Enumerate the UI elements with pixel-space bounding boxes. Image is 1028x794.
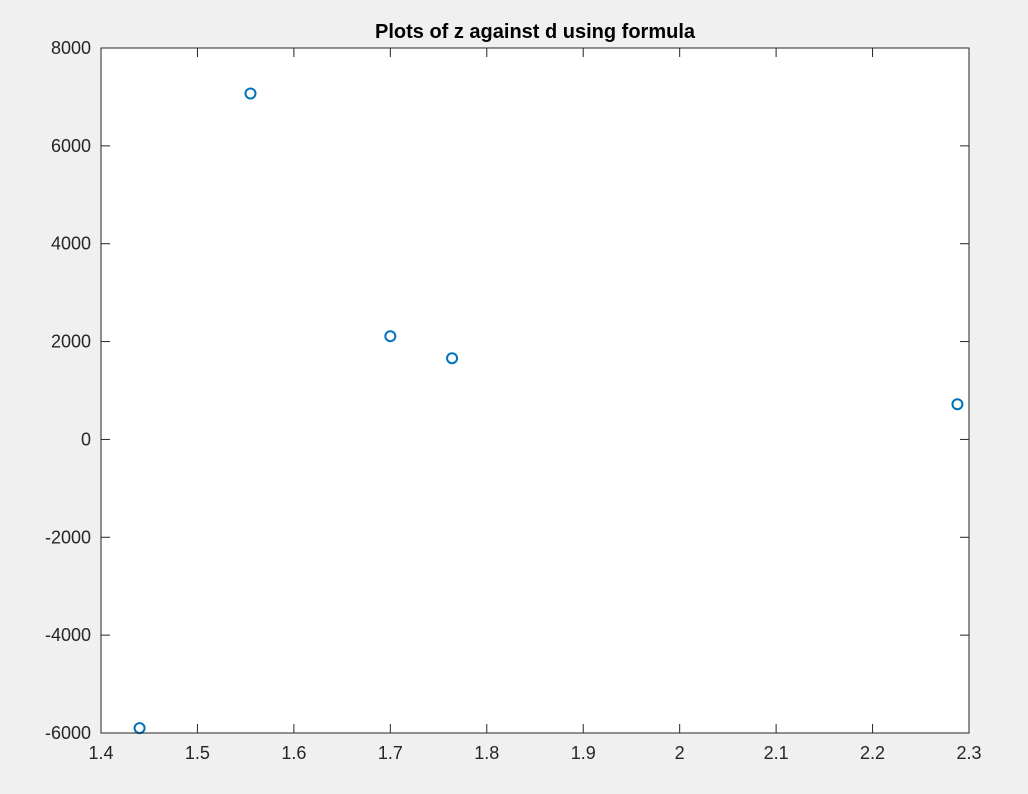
- plot-area: [101, 48, 969, 733]
- x-tick-label: 2.1: [764, 743, 789, 763]
- x-tick-label: 2.3: [956, 743, 981, 763]
- x-tick-label: 1.6: [281, 743, 306, 763]
- data-point: [951, 398, 964, 411]
- x-tick-label: 1.8: [474, 743, 499, 763]
- y-tick-label: 4000: [51, 234, 91, 254]
- x-tick-label: 2.2: [860, 743, 885, 763]
- x-tick-label: 1.5: [185, 743, 210, 763]
- y-tick-label: 0: [81, 429, 91, 449]
- y-tick-label: -2000: [45, 527, 91, 547]
- y-tick-label: 8000: [51, 38, 91, 58]
- data-point: [384, 330, 397, 343]
- y-tick-label: 2000: [51, 332, 91, 352]
- y-tick-label: -6000: [45, 723, 91, 743]
- data-point: [446, 352, 459, 365]
- x-tick-label: 1.9: [571, 743, 596, 763]
- x-tick-label: 1.7: [378, 743, 403, 763]
- x-tick-label: 2: [675, 743, 685, 763]
- y-tick-label: 6000: [51, 136, 91, 156]
- x-tick-label: 1.4: [88, 743, 113, 763]
- chart-title: Plots of z against d using formula: [375, 21, 696, 43]
- y-tick-label: -4000: [45, 625, 91, 645]
- data-points: [133, 87, 964, 735]
- data-point: [244, 87, 257, 100]
- ticks: 1.4 1.5 1.6 1.7 1.8 1.9 2 2.1 2.2 2.3 -6000 -4000 -2…: [45, 38, 982, 763]
- axes-box: [100, 47, 970, 734]
